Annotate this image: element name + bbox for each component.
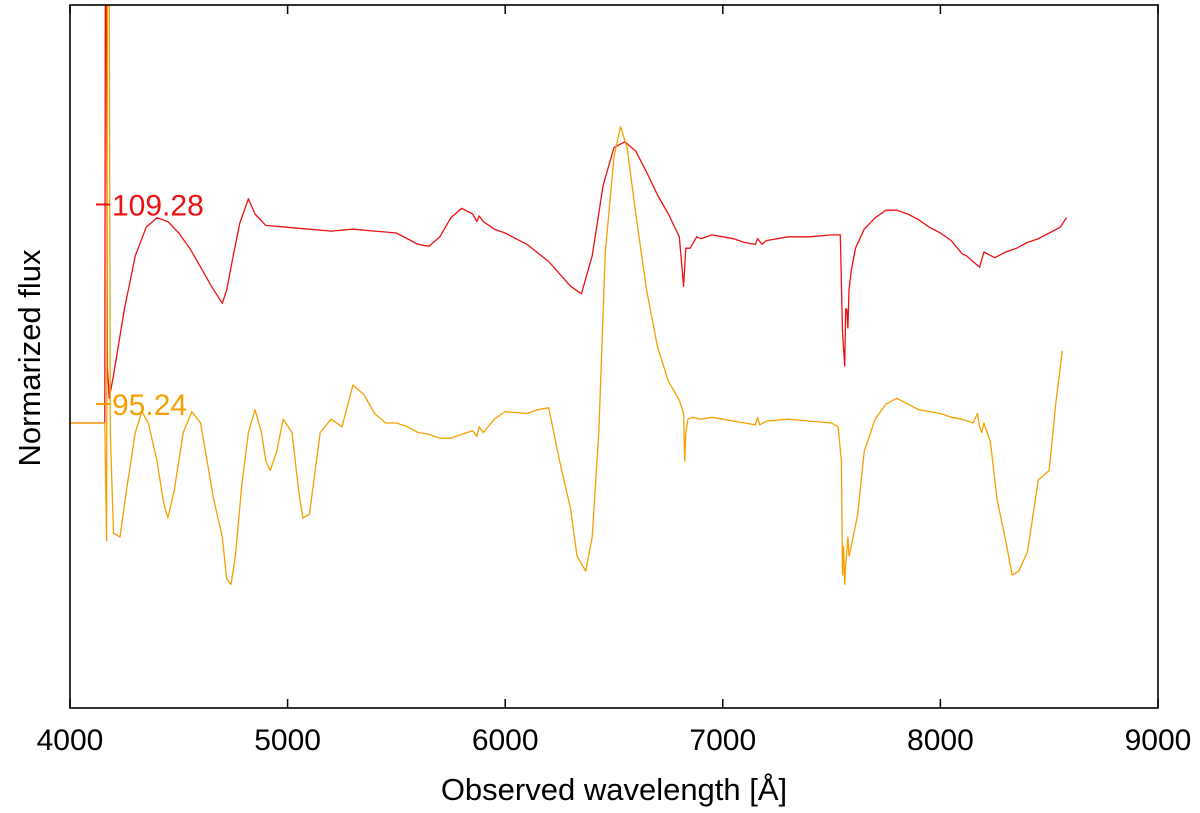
series-label-1: 109.28 [112,190,204,223]
y-axis-label: Normarized flux [12,249,47,467]
x-tick-label-6000: 6000 [472,724,539,757]
x-axis-label: Observed wavelength [Å] [441,772,787,807]
series-label-2: 95.24 [112,389,187,422]
x-tick-label-5000: 5000 [254,724,321,757]
plot-background [70,5,1158,708]
x-tick-label-4000: 4000 [37,724,104,757]
series-line-1 [70,5,1068,424]
x-tick-label-9000: 9000 [1125,724,1192,757]
x-tick-label-8000: 8000 [907,724,974,757]
x-tick-label-7000: 7000 [689,724,756,757]
plot-frame [69,4,1159,709]
series-line-2 [70,5,1063,586]
